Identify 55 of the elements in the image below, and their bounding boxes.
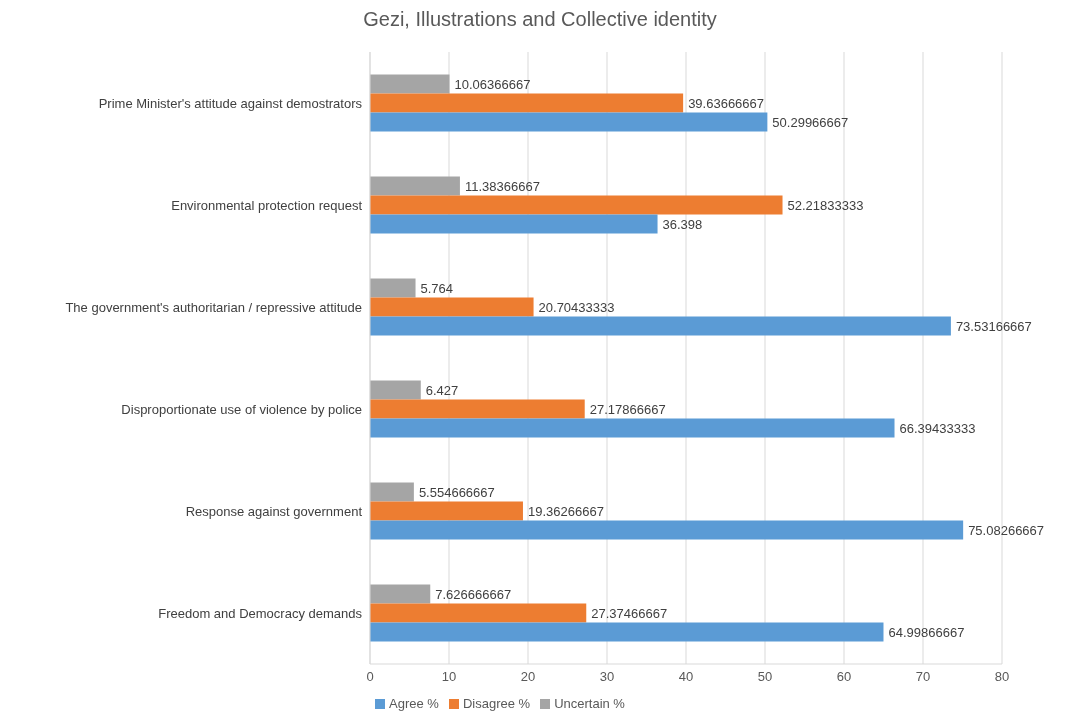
bar — [370, 176, 460, 196]
legend-label: Agree % — [389, 696, 439, 711]
legend-label: Disagree % — [462, 696, 531, 711]
data-label: 6.427 — [425, 382, 459, 398]
data-label: 19.36266667 — [527, 503, 604, 519]
data-label: 52.21833333 — [787, 197, 864, 213]
x-tick-label: 20 — [520, 669, 536, 685]
y-tick-label: Prime Minister's attitude against demostrators — [98, 95, 363, 111]
bar — [370, 278, 416, 298]
data-label: 5.764 — [420, 280, 454, 296]
data-label: 36.398 — [662, 216, 703, 232]
data-label: 10.06366667 — [454, 76, 531, 92]
y-tick-label: Disproportionate use of violence by police — [121, 401, 362, 417]
y-tick-label: Freedom and Democracy demands — [158, 605, 363, 621]
y-tick-label: Environmental protection request — [171, 197, 363, 213]
data-label: 27.17866667 — [589, 401, 666, 417]
bar — [370, 74, 450, 94]
x-tick-label: 10 — [441, 669, 457, 685]
bar — [370, 418, 895, 438]
data-label: 66.39433333 — [899, 420, 976, 436]
x-tick-label: 60 — [836, 669, 852, 685]
x-tick-label: 70 — [915, 669, 931, 685]
chart-title: Gezi, Illustrations and Collective identity — [362, 8, 718, 32]
x-tick-label: 80 — [994, 669, 1010, 685]
data-label: 27.37466667 — [591, 605, 668, 621]
x-tick-label: 0 — [366, 669, 374, 685]
bar — [370, 380, 421, 400]
data-label: 7.626666667 — [435, 586, 512, 602]
legend-label: Uncertain % — [554, 696, 625, 711]
x-tick-label: 50 — [757, 669, 773, 685]
bar — [370, 112, 768, 132]
data-label: 20.70433333 — [538, 299, 615, 315]
data-label: 5.554666667 — [418, 484, 495, 500]
y-tick-label: Response against government — [185, 503, 363, 519]
bar — [370, 622, 884, 642]
bar — [370, 482, 414, 502]
data-label: 64.99866667 — [888, 624, 965, 640]
bar — [370, 93, 684, 113]
data-label: 11.38366667 — [464, 178, 540, 194]
data-label: 39.63666667 — [688, 95, 765, 111]
bar — [370, 501, 523, 521]
data-label: 73.53166667 — [955, 318, 1032, 334]
x-tick-label: 40 — [678, 669, 694, 685]
bar — [370, 316, 951, 336]
bar — [370, 195, 783, 215]
bar — [370, 214, 658, 234]
y-tick-label: The government's authoritarian / repressive attitude — [65, 299, 362, 315]
bar — [370, 520, 964, 540]
bar — [370, 297, 534, 317]
bar — [370, 584, 431, 604]
data-label: 75.08266667 — [968, 522, 1045, 538]
bar — [370, 399, 585, 419]
x-tick-label: 30 — [599, 669, 615, 685]
data-label: 50.29966667 — [772, 114, 849, 130]
bar — [370, 603, 587, 623]
